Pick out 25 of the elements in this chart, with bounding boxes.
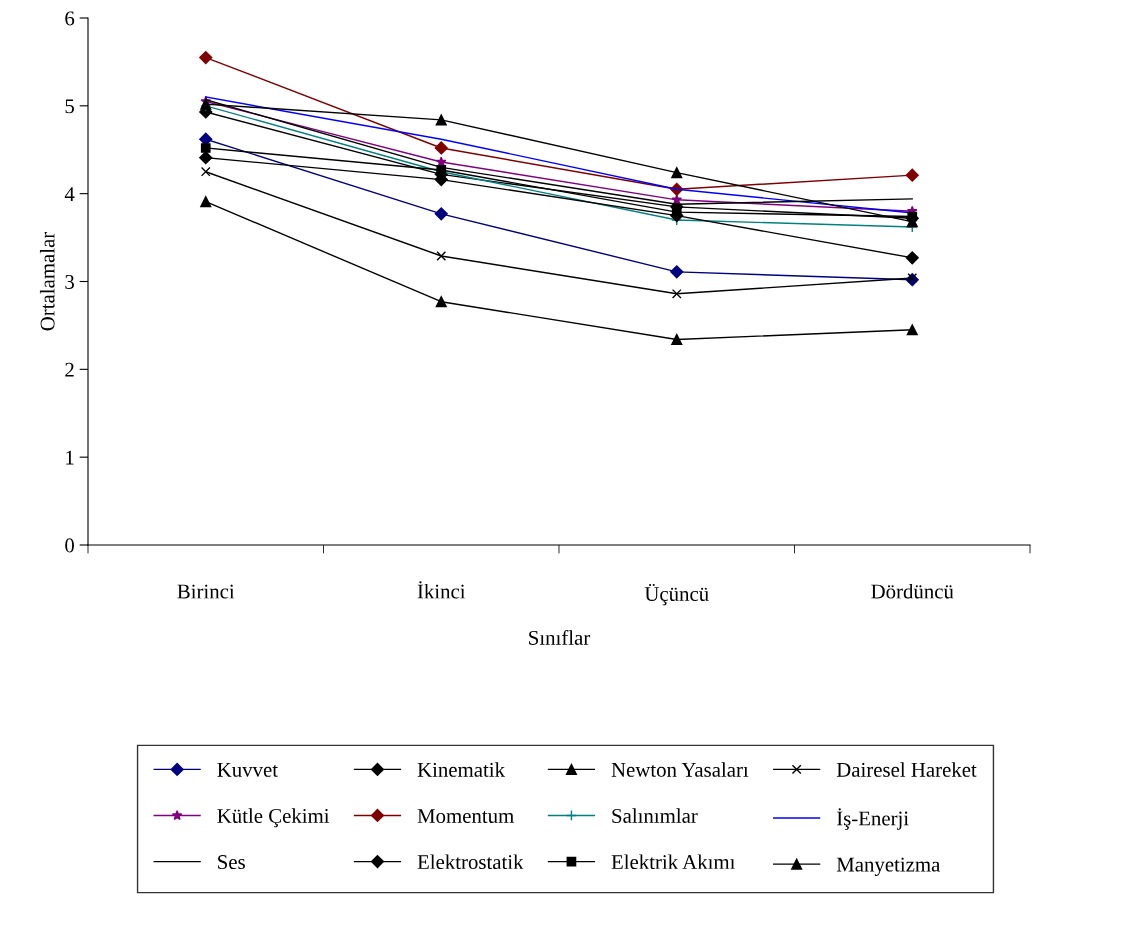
legend-label: Manyetizma <box>836 857 941 876</box>
x-tick-label: Dördüncü <box>871 583 954 599</box>
legend-label: Ses <box>218 855 245 870</box>
y-tick-label: 1 <box>66 450 74 465</box>
legend-label: Momentum <box>417 809 514 823</box>
y-axis-title: Ortalamalar <box>39 231 55 331</box>
legend-label: İş-Enerji <box>836 808 909 830</box>
legend-label: Dairesel Hareket <box>836 762 977 777</box>
legend-label: Kütle Çekimi <box>217 808 330 828</box>
legend-label: Salınımlar <box>612 808 698 823</box>
x-tick-label: İkinci <box>417 581 466 599</box>
legend-label: Kinematik <box>417 762 505 777</box>
y-tick-label: 2 <box>65 362 74 377</box>
x-tick-label: Birinci <box>177 584 235 599</box>
legend-label: Newton Yasaları <box>611 762 749 777</box>
y-tick-label: 6 <box>65 11 75 26</box>
x-tick-label: Üçüncü <box>644 583 709 606</box>
y-tick-label: 0 <box>65 538 75 553</box>
y-tick-label: 3 <box>65 274 74 289</box>
legend-label: Elektrik Akımı <box>611 854 736 870</box>
legend-label: Elektrostatik <box>417 854 524 870</box>
y-tick-label: 5 <box>65 99 74 114</box>
x-axis-title: Sınıflar <box>529 630 591 645</box>
y-tick-label: 4 <box>64 187 75 201</box>
legend-label: Kuvvet <box>217 763 278 777</box>
